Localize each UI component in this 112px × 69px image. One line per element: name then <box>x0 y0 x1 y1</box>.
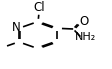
Text: NH₂: NH₂ <box>75 32 96 42</box>
Text: Cl: Cl <box>33 1 45 14</box>
Text: N: N <box>12 21 20 34</box>
Text: O: O <box>80 15 89 28</box>
